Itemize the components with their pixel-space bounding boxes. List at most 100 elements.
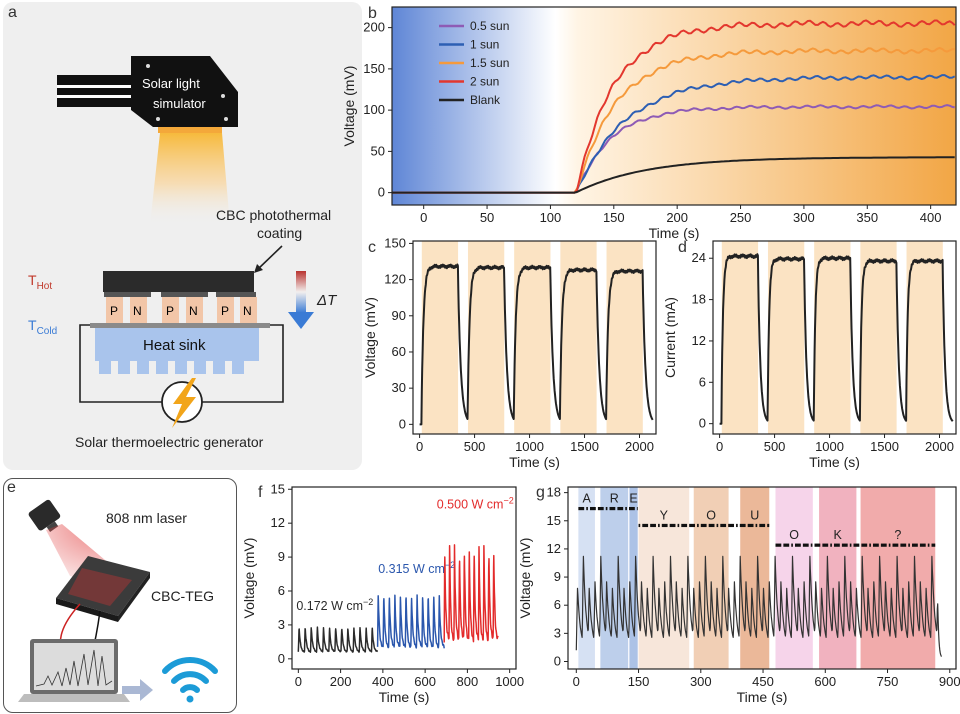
y-tick-label: 9 xyxy=(554,569,561,584)
morse-letter: K xyxy=(834,528,843,542)
panel-letter: b xyxy=(368,5,377,22)
letter-band xyxy=(629,487,638,669)
plot-frame xyxy=(291,486,517,670)
y-tick-label: 0 xyxy=(399,416,406,431)
circuit-wire xyxy=(79,324,284,403)
plot-frame xyxy=(712,240,957,435)
panel-letter: d xyxy=(678,239,687,256)
x-axis-label: Time (s) xyxy=(509,454,560,470)
y-tick-label: 150 xyxy=(363,61,385,76)
y-tick-label: 12 xyxy=(547,541,561,556)
y-tick-label: 30 xyxy=(392,380,406,395)
y-tick-label: 18 xyxy=(692,292,706,307)
coating-arrow-icon xyxy=(256,245,283,271)
light-on-band xyxy=(906,241,943,434)
y-tick-label: 12 xyxy=(271,515,285,530)
y-axis-label: Voltage (mV) xyxy=(241,538,257,619)
x-tick-label: 0 xyxy=(420,210,427,225)
light-on-band xyxy=(767,241,805,434)
x-tick-label: 50 xyxy=(480,210,494,225)
legend-label: 1.5 sun xyxy=(470,56,509,70)
series-line-Blank xyxy=(392,156,955,194)
teg-device-icon xyxy=(56,556,150,622)
x-tick-label: 400 xyxy=(920,210,942,225)
panel-letter: c xyxy=(368,239,376,256)
x-axis-label: Time (s) xyxy=(737,689,788,705)
arrow-right-icon xyxy=(122,679,153,701)
letter-band xyxy=(740,487,770,669)
y-tick-label: 0 xyxy=(699,416,706,431)
laser-teg-illustration: e 808 nm laser CBC-TEG xyxy=(7,479,218,703)
y-axis-label: Current (mA) xyxy=(662,297,678,378)
x-tick-label: 0 xyxy=(716,439,723,454)
y-tick-label: 200 xyxy=(363,20,385,35)
chart-d: 0 500 1000 1500 2000 0 6 12 18 24 Time (s) Current … xyxy=(662,239,957,470)
x-tick-label: 150 xyxy=(603,210,625,225)
x-axis-label: Time (s) xyxy=(809,454,860,470)
y-tick-label: 100 xyxy=(363,102,385,117)
lightning-bolt-icon xyxy=(172,378,196,428)
legend-label: Blank xyxy=(470,93,501,107)
light-on-band xyxy=(721,241,759,434)
x-tick-label: 600 xyxy=(814,674,836,689)
light-on-band xyxy=(814,241,851,434)
letter-band xyxy=(600,487,629,669)
x-tick-label: 600 xyxy=(414,674,436,689)
letter-band xyxy=(578,487,595,669)
x-tick-label: 750 xyxy=(877,674,899,689)
segment-label-superscript: −2 xyxy=(363,597,373,607)
solar-simulator-icon xyxy=(57,56,238,133)
light-on-band xyxy=(514,241,551,434)
panel-e-letter: e xyxy=(7,479,16,496)
y-tick-label: 6 xyxy=(554,597,561,612)
x-tick-label: 200 xyxy=(330,674,352,689)
y-axis-label: Voltage (mV) xyxy=(517,538,533,619)
solar-teg-schematic: a Solar light simulator CBC photothermal… xyxy=(8,4,338,450)
morse-letter: U xyxy=(750,508,759,522)
x-tick-label: 0 xyxy=(573,674,580,689)
segment-line-0 xyxy=(297,626,379,653)
x-tick-label: 2000 xyxy=(925,439,954,454)
heat-sink xyxy=(95,328,259,374)
letter-band xyxy=(775,487,813,669)
segment-label-superscript: −2 xyxy=(503,495,513,505)
y-tick-label: 150 xyxy=(384,235,406,250)
legend-label: 2 sun xyxy=(470,75,499,89)
y-tick-label: 60 xyxy=(392,344,406,359)
y-tick-label: 0 xyxy=(378,185,385,200)
morse-letter: ? xyxy=(894,528,901,542)
x-tick-label: 450 xyxy=(752,674,774,689)
y-tick-label: 18 xyxy=(547,485,561,500)
y-tick-label: 24 xyxy=(692,250,706,265)
wifi-icon xyxy=(162,657,218,703)
p-leg-label-3: P xyxy=(221,304,229,318)
y-tick-label: 3 xyxy=(278,617,285,632)
x-axis-label: Time (s) xyxy=(649,225,700,241)
x-tick-label: 1500 xyxy=(570,439,599,454)
laptop-icon xyxy=(18,639,130,702)
cold-side-plate xyxy=(90,323,270,328)
letter-band xyxy=(819,487,857,669)
legend-label: 1 sun xyxy=(470,38,499,52)
letter-band xyxy=(638,487,690,669)
x-tick-label: 1000 xyxy=(515,439,544,454)
chart-c: 0 500 1000 1500 2000 0 30 60 90 120 150 Time (s) Vol… xyxy=(362,235,657,470)
x-tick-label: 900 xyxy=(939,674,960,689)
simulator-label-line2: simulator xyxy=(153,96,206,111)
y-tick-label: 90 xyxy=(392,308,406,323)
x-tick-label: 2000 xyxy=(625,439,654,454)
photothermal-coating xyxy=(103,271,254,292)
x-tick-label: 0 xyxy=(295,674,302,689)
x-tick-label: 500 xyxy=(764,439,786,454)
x-tick-label: 200 xyxy=(666,210,688,225)
chart-f: 0.172 W cm−2 0.315 W cm−2 0.500 W cm−2 0 200… xyxy=(241,481,524,705)
x-tick-label: 300 xyxy=(690,674,712,689)
p-leg-label-1: P xyxy=(110,304,118,318)
delta-t-label: ΔT xyxy=(316,292,338,309)
y-tick-label: 9 xyxy=(278,549,285,564)
y-tick-label: 0 xyxy=(278,651,285,666)
light-on-band xyxy=(860,241,897,434)
x-tick-label: 1000 xyxy=(815,439,844,454)
plot-frame xyxy=(391,6,957,206)
y-tick-label: 50 xyxy=(371,143,385,158)
